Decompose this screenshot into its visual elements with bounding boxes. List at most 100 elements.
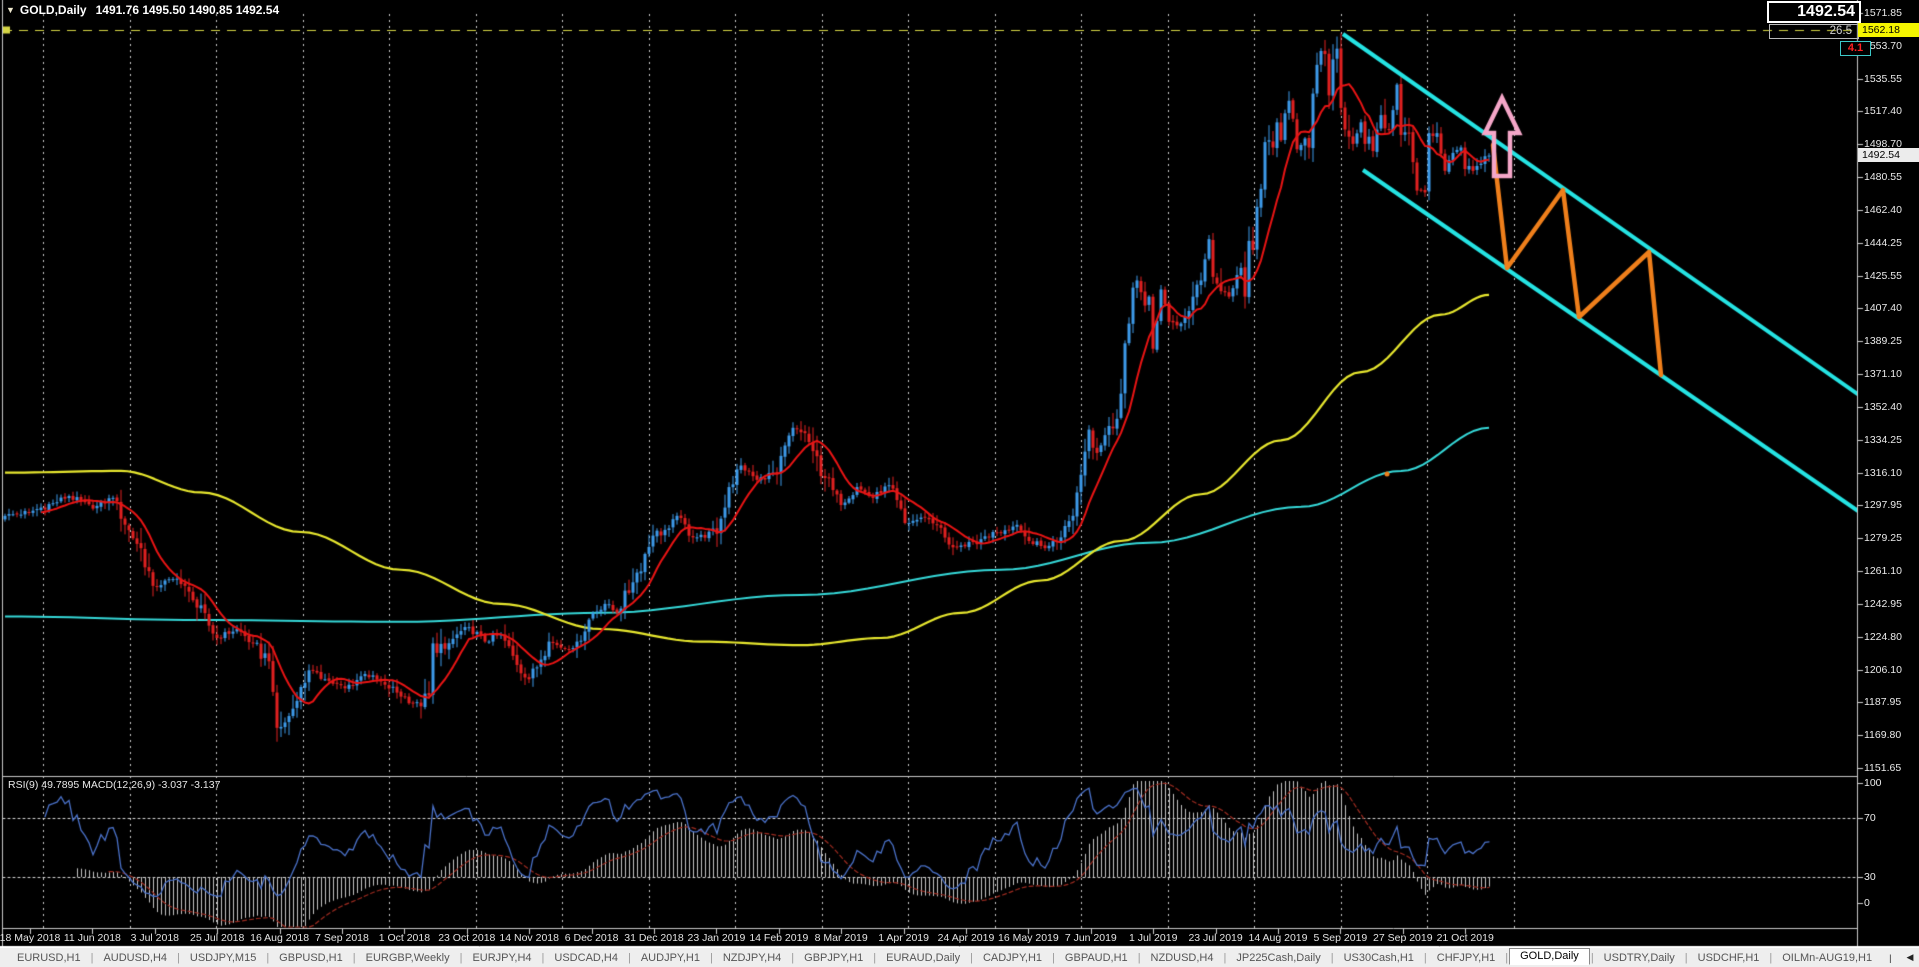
time-tick-label: 16 Aug 2018 — [250, 932, 310, 944]
tab-separator: | — [266, 951, 270, 964]
time-tick-label: 5 Sep 2019 — [1313, 932, 1368, 944]
time-tick-label: 7 Sep 2018 — [315, 932, 369, 944]
tab-separator: | — [177, 951, 180, 964]
tab-separator: | — [1137, 951, 1141, 964]
indicator-scale-label: 30 — [1864, 871, 1876, 883]
chart-tab-gold-daily[interactable]: GOLD,Daily — [1509, 948, 1590, 965]
tab-separator: | — [459, 951, 463, 964]
price-tick-label: 1334.25 — [1864, 433, 1902, 446]
tab-separator: | — [1889, 952, 1892, 963]
chart-tab-jp225cash-daily[interactable]: JP225Cash,Daily — [1236, 951, 1321, 964]
price-tick-label: 1425.55 — [1864, 269, 1902, 282]
chart-tab-audjpy-h1[interactable]: AUDJPY,H1 — [640, 951, 700, 964]
tab-separator: | — [1590, 951, 1594, 964]
time-tick-label: 18 May 2018 — [0, 932, 61, 944]
price-tick-label: 1297.95 — [1864, 499, 1902, 512]
secondary-callout-box: 26.5 — [1769, 24, 1859, 39]
price-tick-label: 1151.65 — [1864, 762, 1902, 775]
time-tick-label: 1 Jul 2019 — [1128, 932, 1178, 944]
price-axis[interactable]: 1571.85 1553.70 1535.55 1517.40 1498.70 1480.… — [1858, 0, 1919, 947]
tab-separator: | — [90, 951, 94, 964]
tab-scroll-left-icon[interactable]: ◀ — [1906, 952, 1914, 962]
chart-title-symbol: GOLD,Daily — [19, 3, 87, 17]
time-tick-label: 24 Apr 2019 — [937, 932, 995, 944]
chart-tab-gbpaud-h1[interactable]: GBPAUD,H1 — [1064, 951, 1128, 964]
price-chart-canvas[interactable] — [0, 0, 1919, 947]
time-tick-label: 31 Dec 2018 — [624, 932, 684, 944]
price-tick-label: 1407.40 — [1864, 302, 1902, 315]
price-tick-label: 1206.10 — [1864, 663, 1902, 676]
price-tick-label: 1444.25 — [1864, 236, 1902, 249]
time-tick-label: 6 Dec 2018 — [564, 932, 619, 944]
tab-separator: | — [709, 951, 713, 964]
time-tick-label: 7 Jun 2019 — [1064, 932, 1117, 944]
price-tick-label: 1571.85 — [1864, 7, 1902, 19]
chart-tab-gbpjpy-h1[interactable]: GBPJPY,H1 — [804, 951, 864, 964]
chart-tab-chfjpy-h1[interactable]: CHFJPY,H1 — [1436, 951, 1496, 964]
time-tick-label: 14 Feb 2019 — [749, 932, 809, 944]
price-tick-label: 1352.40 — [1864, 400, 1902, 413]
chart-tab-usdjpy-m15[interactable]: USDJPY,M15 — [189, 951, 257, 964]
tab-separator: | — [1769, 951, 1773, 964]
time-tick-label: 16 May 2019 — [998, 932, 1059, 944]
chart-tab-usdtry-daily[interactable]: USDTRY,Daily — [1603, 951, 1675, 964]
tab-separator: | — [1052, 951, 1055, 964]
chart-tab-eurjpy-h4[interactable]: EURJPY,H4 — [472, 951, 532, 964]
chart-tab-eurgbp-weekly[interactable]: EURGBP,Weekly — [365, 951, 450, 964]
price-tick-label: 1389.25 — [1864, 335, 1902, 348]
time-tick-label: 8 Mar 2019 — [814, 932, 868, 944]
chart-tab-audusd-h4[interactable]: AUDUSD,H4 — [103, 951, 168, 964]
tab-separator: | — [873, 951, 877, 964]
chart-tab-eurusd-h1[interactable]: EURUSD,H1 — [17, 951, 81, 964]
time-tick-label: 11 Jun 2018 — [63, 932, 121, 944]
price-tick-label: 1169.80 — [1864, 729, 1902, 742]
price-tick-label: 1224.80 — [1864, 630, 1902, 643]
indicator-scale: 100 70 30 0 — [1858, 0, 1919, 947]
tab-separator: | — [1505, 951, 1509, 964]
chart-title: ▼ GOLD,Daily 1491.76 1495.50 1490.85 1492.… — [6, 3, 279, 17]
price-tick-label: 1261.10 — [1864, 565, 1902, 578]
time-tick-label: 14 Aug 2019 — [1248, 932, 1308, 944]
time-tick-label: 23 Jan 2019 — [687, 932, 746, 944]
chart-tab-nzdjpy-h4[interactable]: NZDJPY,H4 — [722, 951, 782, 964]
price-tick-label: 1187.95 — [1864, 696, 1902, 709]
tab-separator: | — [970, 951, 973, 964]
tab-separator: | — [1423, 951, 1427, 964]
price-tick-label: 1242.95 — [1864, 597, 1902, 610]
time-tick-label: 23 Jul 2019 — [1188, 932, 1243, 944]
chart-tab-cadjpy-h1[interactable]: CADJPY,H1 — [982, 951, 1043, 964]
chart-tab-gbpusd-h1[interactable]: GBPUSD,H1 — [279, 951, 343, 964]
tab-separator: | — [791, 951, 795, 964]
time-tick-label: 1 Apr 2019 — [878, 932, 929, 944]
price-tick-label: 1316.10 — [1864, 466, 1902, 479]
time-tick-label: 23 Oct 2018 — [438, 932, 496, 944]
tab-separator: | — [1223, 951, 1227, 964]
chart-tab-us30cash-h1[interactable]: US30Cash,H1 — [1343, 951, 1414, 964]
price-tick-label: 1279.25 — [1864, 532, 1902, 545]
indicator-label: RSI(9) 49.7895 MACD(12,26,9) -3.037 -3.1… — [8, 779, 221, 791]
indicator-scale-label: 0 — [1864, 897, 1870, 909]
tab-separator: | — [352, 951, 356, 964]
chart-tab-euraud-daily[interactable]: EURAUD,Daily — [886, 951, 961, 964]
price-tick-label: 1480.55 — [1864, 171, 1902, 184]
chart-title-ohlc: 1491.76 1495.50 1490.85 1492.54 — [95, 3, 280, 17]
tertiary-callout-box: 4.1 — [1840, 41, 1871, 56]
chart-tab-usdcad-h4[interactable]: USDCAD,H4 — [554, 951, 618, 964]
price-tick-label: 1535.55 — [1864, 72, 1902, 85]
time-tick-label: 27 Sep 2019 — [1373, 932, 1433, 944]
chart-tab-nzdusd-h4[interactable]: NZDUSD,H4 — [1150, 951, 1214, 964]
time-tick-label: 3 Jul 2018 — [130, 932, 180, 944]
price-tick-label: 1498.70 — [1864, 138, 1902, 151]
chart-tab-usdchf-h1[interactable]: USDCHF,H1 — [1697, 951, 1760, 964]
price-tick-label: 1553.70 — [1864, 39, 1902, 52]
symbol-dropdown-icon[interactable]: ▼ — [6, 5, 15, 15]
tab-separator: | — [541, 951, 545, 964]
price-callout-box: 1492.54 — [1767, 1, 1861, 23]
indicator-scale-label: 100 — [1864, 777, 1882, 789]
time-tick-label: 1 Oct 2018 — [378, 932, 431, 944]
chart-tab-oilmn-aug19-h1[interactable]: OILMn-AUG19,H1 — [1782, 951, 1873, 964]
price-tick-label: 1517.40 — [1864, 105, 1902, 118]
chart-tabs-bar: EURUSD,H1 | AUDUSD,H4 | USDJPY,M15 | GBPUSD,H1… — [0, 947, 1919, 967]
time-axis[interactable]: 18 May 2018 11 Jun 2018 3 Jul 2018 25 Jul 2… — [0, 929, 1857, 947]
